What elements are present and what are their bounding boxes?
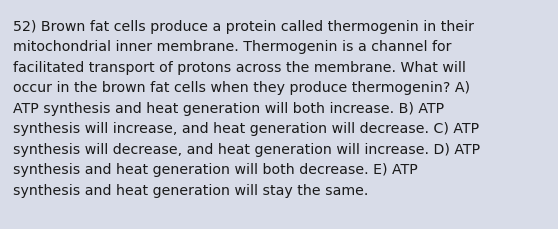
Text: mitochondrial inner membrane. Thermogenin is a channel for: mitochondrial inner membrane. Thermogeni… <box>13 40 451 54</box>
Text: synthesis will decrease, and heat generation will increase. D) ATP: synthesis will decrease, and heat genera… <box>13 142 480 156</box>
Text: facilitated transport of protons across the membrane. What will: facilitated transport of protons across … <box>13 61 466 75</box>
Text: 52) Brown fat cells produce a protein called thermogenin in their: 52) Brown fat cells produce a protein ca… <box>13 20 474 34</box>
Text: synthesis and heat generation will both decrease. E) ATP: synthesis and heat generation will both … <box>13 163 418 177</box>
Text: synthesis and heat generation will stay the same.: synthesis and heat generation will stay … <box>13 183 368 197</box>
Text: ATP synthesis and heat generation will both increase. B) ATP: ATP synthesis and heat generation will b… <box>13 101 444 115</box>
Text: occur in the brown fat cells when they produce thermogenin? A): occur in the brown fat cells when they p… <box>13 81 470 95</box>
Text: synthesis will increase, and heat generation will decrease. C) ATP: synthesis will increase, and heat genera… <box>13 122 479 136</box>
